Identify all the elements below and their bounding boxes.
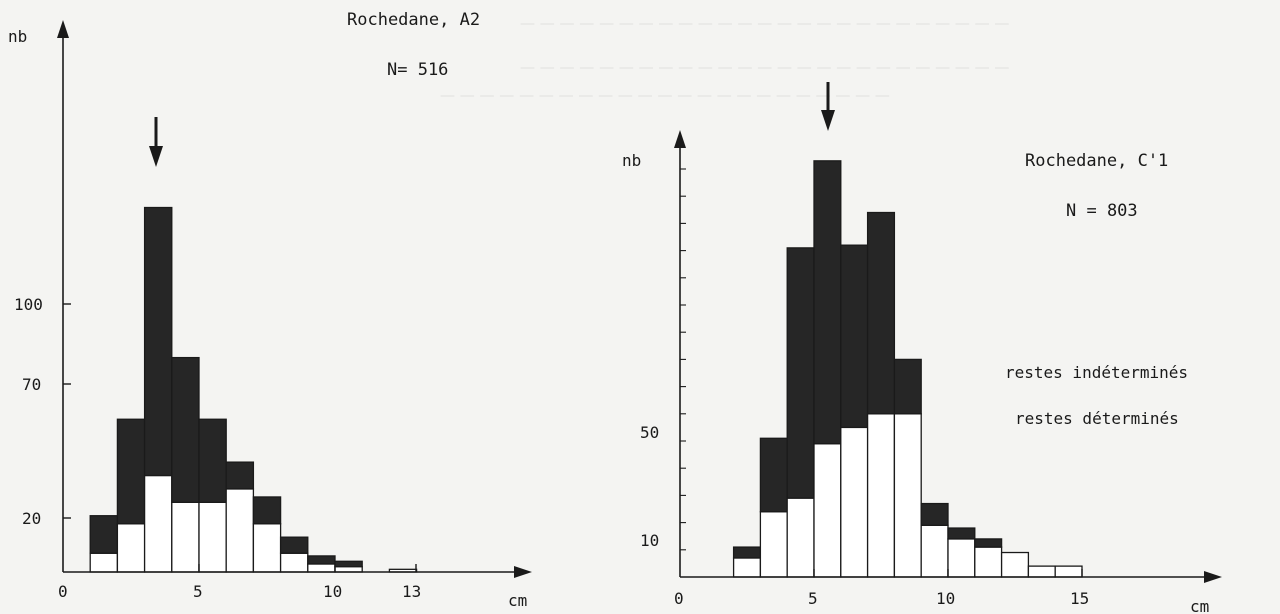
left-title: Rochedane, A2 [347, 10, 480, 30]
left-ytick-label-70: 70 [22, 375, 41, 394]
right-xlabel: cm [1190, 597, 1209, 614]
right-bar-undetermined [732, 546, 762, 559]
right-bar-determined [786, 497, 815, 578]
left-xlabel: cm [508, 591, 527, 610]
left-bar-undetermined [171, 356, 200, 503]
left-bar-undetermined [252, 496, 282, 525]
right-bars [732, 160, 1083, 578]
left-xtick-label-10: 10 [323, 582, 342, 601]
left-bar-determined [225, 488, 255, 573]
right-bar-determined [759, 511, 788, 578]
right-bar-undetermined [759, 437, 788, 513]
left-bar-determined [171, 501, 200, 573]
left-bar-determined [252, 523, 282, 573]
right-x-axis-arrowhead [1204, 571, 1222, 583]
right-ytick-label-50: 50 [640, 423, 659, 442]
left-ylabel: nb [8, 27, 27, 46]
right-mode-arrow [821, 82, 835, 131]
right-bar-determined [947, 538, 976, 578]
right-xtick-label-10: 10 [936, 589, 955, 608]
right-bar-undetermined [866, 211, 896, 415]
left-bar-determined [143, 474, 173, 573]
left-bar-determined [116, 523, 146, 573]
left-bar-determined [198, 501, 227, 573]
svg-text:— — — — — — — — — — — — — — —: — — — — — — — — — — — — — — — — — — — — … [440, 86, 890, 104]
right-bar-undetermined [920, 502, 949, 526]
right-xtick-label-5: 5 [808, 589, 818, 608]
left-bars [89, 206, 418, 573]
left-bar-undetermined [279, 536, 309, 554]
right-bar-undetermined [813, 160, 842, 445]
right-y-axis-arrowhead [674, 130, 686, 148]
left-subtitle: N= 516 [387, 60, 448, 80]
left-x-axis-arrowhead [514, 566, 532, 578]
right-histogram: nb Rochedane, C'1 N = 803 10 50 0 5 10 1… [622, 82, 1222, 614]
right-bar-determined [920, 524, 949, 578]
right-ylabel: nb [622, 151, 641, 170]
right-bar-determined [974, 546, 1003, 578]
left-bar-determined [89, 552, 119, 573]
right-bar-undetermined [893, 358, 922, 415]
right-y-minor-ticks [680, 168, 686, 551]
left-y-axis-arrowhead [57, 20, 69, 38]
right-bar-determined [893, 413, 922, 578]
legend-determined-label: restes déterminés [1015, 409, 1179, 428]
right-bar-determined [840, 426, 869, 578]
svg-text:— — — — — — — — — — — — — — —: — — — — — — — — — — — — — — — — — — — — … [520, 58, 1009, 76]
legend-undetermined-label: restes indéterminés [1005, 363, 1188, 382]
right-bar-undetermined [786, 247, 815, 499]
left-xtick-label-13: 13 [402, 582, 421, 601]
left-bar-determined [307, 563, 336, 573]
right-bar-determined [1027, 565, 1056, 578]
right-xtick-label-15: 15 [1070, 589, 1089, 608]
left-bar-undetermined [198, 418, 227, 503]
left-y-ticks [63, 303, 71, 519]
left-ytick-label-100: 100 [14, 295, 43, 314]
left-x-ticks [198, 564, 417, 572]
left-histogram: nb Rochedane, A2 N= 516 20 70 100 0 5 10… [8, 10, 532, 610]
svg-text:— — — — — — — — — — — — — — —: — — — — — — — — — — — — — — — — — — — — … [520, 14, 1009, 32]
left-bar-determined [279, 552, 309, 573]
right-bar-determined [1000, 551, 1030, 578]
right-bar-determined [1054, 565, 1083, 578]
right-xtick-label-0: 0 [674, 589, 684, 608]
right-subtitle: N = 803 [1066, 201, 1138, 221]
left-bar-undetermined [225, 461, 255, 490]
right-title: Rochedane, C'1 [1025, 151, 1168, 171]
left-bar-undetermined [116, 418, 146, 525]
left-bar-undetermined [89, 515, 119, 554]
left-ytick-label-20: 20 [22, 509, 41, 528]
right-bar-undetermined [947, 527, 976, 540]
right-x-ticks [813, 569, 1083, 577]
left-bar-determined [334, 565, 363, 573]
left-bar-undetermined [307, 555, 336, 565]
left-xtick-label-5: 5 [193, 582, 203, 601]
right-bar-determined [813, 443, 842, 578]
left-bar-undetermined [334, 560, 363, 568]
show-through-text: — — — — — — — — — — — — — — — — — — — — … [440, 14, 1009, 104]
right-bar-undetermined [974, 538, 1003, 548]
right-bar-determined [732, 557, 762, 578]
left-xtick-label-0: 0 [58, 582, 68, 601]
right-bar-undetermined [840, 244, 869, 429]
left-bar-undetermined [143, 206, 173, 477]
right-bar-determined [866, 413, 896, 578]
left-mode-arrow [149, 117, 163, 167]
right-ytick-label-10: 10 [640, 531, 659, 550]
